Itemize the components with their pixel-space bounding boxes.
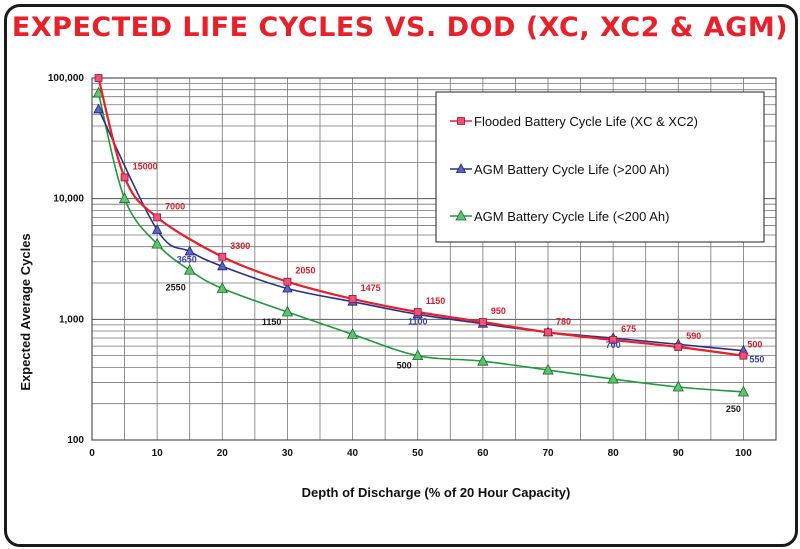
data-label: 3300 xyxy=(230,241,250,251)
x-tick-label: 50 xyxy=(412,448,424,459)
axis-ticks: 0 10 20 30 40 50 60 70 80 90 100 100 1,000 10,000 100,… xyxy=(48,73,752,459)
data-label: 1150 xyxy=(262,317,282,327)
data-label: 675 xyxy=(621,324,636,334)
triangle-marker xyxy=(151,237,163,249)
series-line xyxy=(97,77,744,357)
data-label: 2050 xyxy=(295,266,315,276)
y-axis-label: Expected Average Cycles xyxy=(18,233,33,390)
data-label: 7000 xyxy=(165,201,185,211)
triangle-marker xyxy=(217,260,228,271)
series-2 xyxy=(92,86,750,397)
triangle-marker xyxy=(93,103,104,114)
triangle-marker xyxy=(346,328,359,339)
square-marker xyxy=(153,213,162,222)
triangle-marker xyxy=(477,354,489,366)
triangle-marker xyxy=(151,224,163,234)
gridlines xyxy=(92,78,776,440)
triangle-marker xyxy=(455,209,467,221)
data-label: 500 xyxy=(747,340,762,350)
square-marker xyxy=(94,74,103,82)
x-tick-label: 80 xyxy=(608,448,620,459)
legend-box xyxy=(435,91,765,243)
triangle-marker xyxy=(455,163,467,173)
square-marker xyxy=(457,117,465,125)
triangle-marker xyxy=(737,385,750,397)
chart-title: EXPECTED LIFE CYCLES VS. DOD (XC, XC2 & … xyxy=(11,12,789,43)
series-0 xyxy=(94,74,748,360)
x-tick-label: 90 xyxy=(673,448,685,459)
data-label: 1475 xyxy=(361,283,381,293)
square-marker xyxy=(609,336,618,344)
data-label: 3650 xyxy=(177,254,197,264)
x-tick-label: 30 xyxy=(282,448,294,459)
x-tick-label: 40 xyxy=(347,448,359,459)
series-line xyxy=(97,108,744,352)
triangle-marker xyxy=(672,380,684,392)
x-tick-label: 70 xyxy=(542,448,554,459)
data-label: 550 xyxy=(749,355,764,365)
series-group xyxy=(92,74,750,397)
triangle-marker xyxy=(118,192,131,204)
y-tick-label: 1,000 xyxy=(59,314,84,325)
square-marker xyxy=(739,351,748,360)
triangle-marker xyxy=(184,263,196,275)
triangle-marker xyxy=(542,363,554,375)
triangle-marker xyxy=(412,349,424,361)
triangle-marker xyxy=(607,372,619,384)
legend-entry: Flooded Battery Cycle Life (XC & XC2) xyxy=(450,114,698,129)
triangle-marker xyxy=(282,282,293,293)
legend-entry: AGM Battery Cycle Life (>200 Ah) xyxy=(450,162,669,177)
triangle-marker xyxy=(216,282,228,293)
data-labels: 15000 7000 3300 2050 1475 1150 950 780 675 590 500… xyxy=(133,161,765,414)
triangle-marker xyxy=(281,305,294,317)
plot-area xyxy=(91,77,777,441)
legend-entry: AGM Battery Cycle Life (<200 Ah) xyxy=(450,209,669,224)
square-marker xyxy=(120,173,129,182)
square-marker xyxy=(544,328,552,337)
data-label: 1150 xyxy=(426,296,446,306)
y-tick-label: 100 xyxy=(67,435,84,446)
x-tick-label: 100 xyxy=(735,448,752,459)
data-label: 590 xyxy=(686,331,701,341)
x-tick-label: 60 xyxy=(477,448,489,459)
legend-label: AGM Battery Cycle Life (<200 Ah) xyxy=(474,209,669,224)
x-tick-label: 10 xyxy=(152,448,164,459)
square-marker xyxy=(348,295,357,303)
legend: Flooded Battery Cycle Life (XC & XC2) AGM… xyxy=(435,91,765,243)
data-label: 780 xyxy=(556,316,571,326)
data-label: 950 xyxy=(491,306,506,316)
x-tick-label: 20 xyxy=(217,448,229,459)
data-label: 1100 xyxy=(408,316,428,326)
legend-label: AGM Battery Cycle Life (>200 Ah) xyxy=(474,162,669,177)
data-label: 250 xyxy=(726,404,741,414)
square-marker xyxy=(674,343,683,351)
square-marker xyxy=(218,252,227,261)
legend-label: Flooded Battery Cycle Life (XC & XC2) xyxy=(474,114,698,129)
data-label: 700 xyxy=(606,340,621,350)
triangle-marker xyxy=(184,245,195,256)
data-label: 15000 xyxy=(133,161,158,171)
x-tick-label: 0 xyxy=(89,448,95,459)
y-tick-label: 100,000 xyxy=(48,73,85,84)
square-marker xyxy=(283,277,292,286)
square-marker xyxy=(413,308,422,316)
x-axis-label: Depth of Discharge (% of 20 Hour Capacit… xyxy=(302,485,571,500)
data-label: 500 xyxy=(397,361,412,371)
data-label: 2550 xyxy=(166,282,186,292)
square-marker xyxy=(478,318,487,326)
y-tick-label: 10,000 xyxy=(53,194,84,205)
